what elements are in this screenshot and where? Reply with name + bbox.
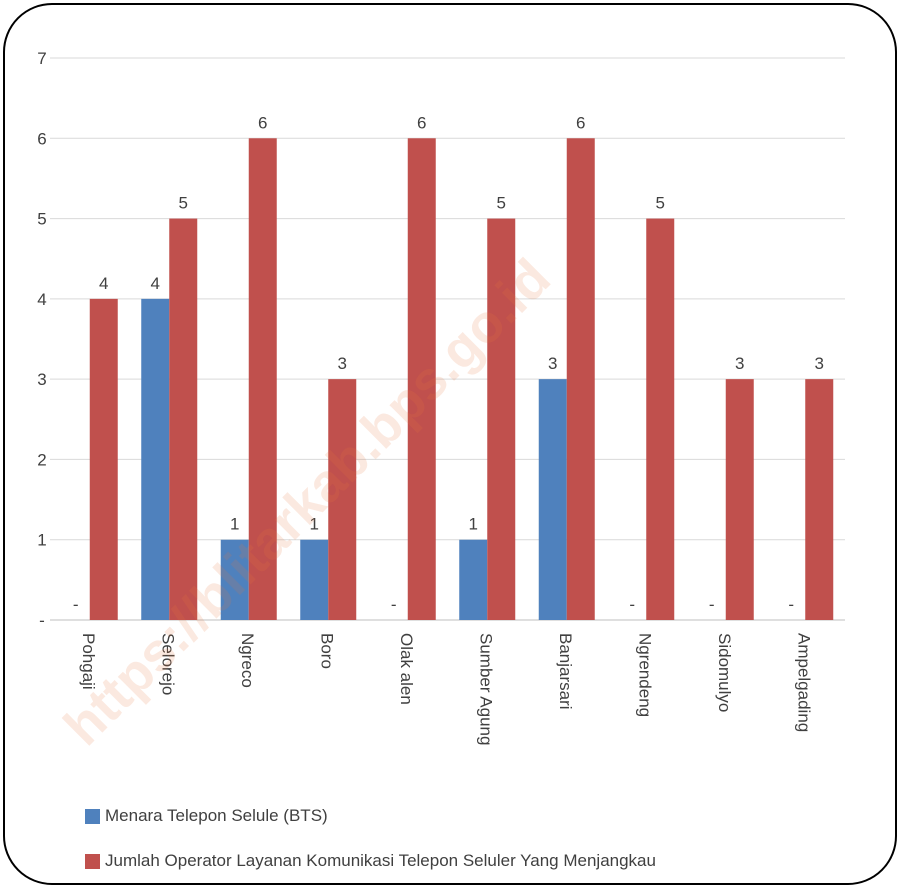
data-label-operator: 3: [338, 354, 347, 373]
bar-operator: [646, 218, 675, 621]
y-tick-label: 4: [37, 290, 46, 309]
legend-label-operator: Jumlah Operator Layanan Komunikasi Telep…: [105, 851, 656, 870]
x-tick-label: Pohgaji: [79, 633, 98, 690]
bar-operator: [169, 218, 198, 621]
data-label-bts: -: [709, 595, 715, 614]
x-tick-label: Ampelgading: [794, 633, 813, 732]
bar-operator: [805, 379, 834, 620]
y-tick-label: 2: [37, 450, 46, 469]
data-label-bts: 1: [469, 515, 478, 534]
x-tick-label: Ngreco: [238, 633, 257, 688]
chart-border: [3, 3, 897, 885]
data-label-operator: 5: [497, 194, 506, 213]
bar-operator: [248, 138, 277, 621]
bar-bts: [141, 298, 170, 620]
x-tick-label: Selorejo: [158, 633, 177, 695]
data-label-operator: 5: [656, 194, 665, 213]
y-tick-label: -: [39, 611, 45, 630]
x-tick-label: Sumber Agung: [476, 633, 495, 745]
bar-bts: [300, 539, 329, 620]
data-label-bts: -: [391, 595, 397, 614]
legend-item-bts: Menara Telepon Selule (BTS): [85, 806, 328, 826]
data-label-operator: 6: [576, 113, 585, 132]
data-label-operator: 5: [179, 194, 188, 213]
bar-operator: [407, 138, 436, 621]
x-tick-label: Olak alen: [397, 633, 416, 705]
legend-swatch-operator: [85, 853, 100, 869]
data-label-bts: 1: [310, 515, 319, 534]
x-tick-label: Sidomulyo: [715, 633, 734, 712]
bar-operator: [89, 298, 118, 620]
legend-item-operator: Jumlah Operator Layanan Komunikasi Telep…: [85, 851, 656, 871]
data-label-bts: -: [73, 595, 79, 614]
x-tick-label: Banjarsari: [556, 633, 575, 710]
data-label-operator: 3: [735, 354, 744, 373]
data-label-bts: 4: [151, 274, 160, 293]
bar-operator: [725, 379, 754, 620]
bar-operator: [487, 218, 516, 621]
data-label-operator: 4: [99, 274, 108, 293]
y-axis: - 1 2 3 4 5 6 7: [37, 49, 46, 630]
bar-bts: [538, 379, 567, 620]
data-label-operator: 3: [815, 354, 824, 373]
y-tick-label: 3: [37, 370, 46, 389]
y-tick-label: 5: [37, 210, 46, 229]
y-tick-label: 7: [37, 49, 46, 68]
y-tick-label: 1: [37, 531, 46, 550]
bars: - 4 4 5 1 6 1 3 - 6 1 5 3 6 - 5 - 3 - 3: [73, 113, 834, 621]
data-label-bts: -: [629, 595, 635, 614]
x-tick-label: Boro: [317, 633, 336, 669]
bar-bts: [459, 539, 488, 620]
data-label-bts: 3: [548, 354, 557, 373]
y-tick-label: 6: [37, 129, 46, 148]
data-label-bts: 1: [230, 515, 239, 534]
data-label-operator: 6: [258, 113, 267, 132]
bar-operator: [566, 138, 595, 621]
bar-bts: [220, 539, 249, 620]
bar-operator: [328, 379, 357, 620]
data-label-operator: 6: [417, 113, 426, 132]
legend-swatch-bts: [85, 808, 100, 824]
x-tick-label: Ngrendeng: [635, 633, 654, 717]
legend-label-bts: Menara Telepon Selule (BTS): [105, 806, 328, 825]
x-axis: Pohgaji Selorejo Ngreco Boro Olak alen Sumber…: [79, 633, 814, 745]
data-label-bts: -: [788, 595, 794, 614]
